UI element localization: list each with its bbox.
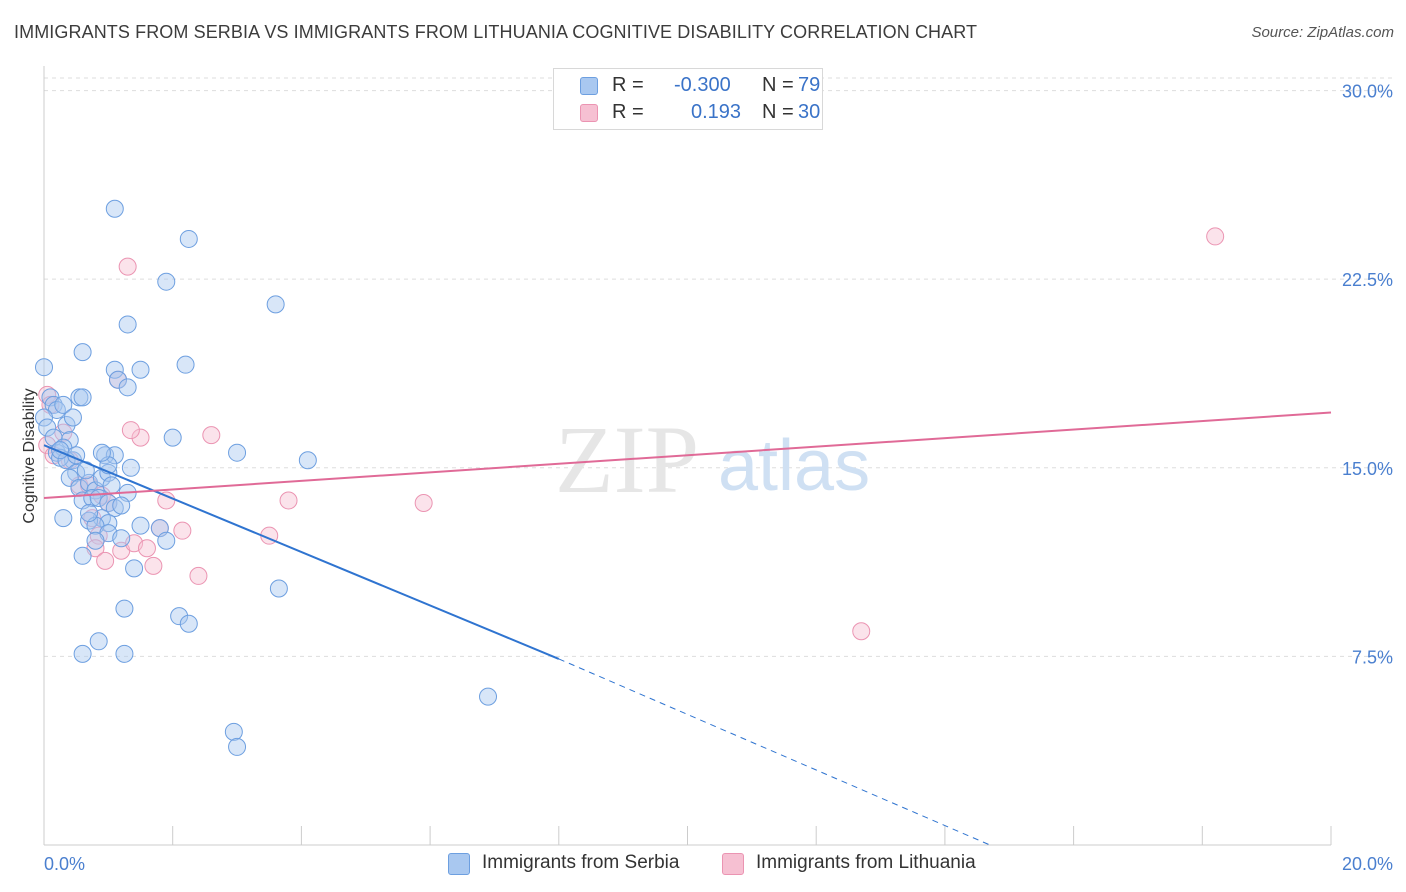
serbia-swatch <box>580 77 598 95</box>
lithuania-n-value: 30 <box>798 101 821 123</box>
chart-title: IMMIGRANTS FROM SERBIA VS IMMIGRANTS FRO… <box>14 22 978 42</box>
lithuania-r-label: R = <box>612 101 644 123</box>
y-tick-label: 30.0% <box>1342 82 1393 102</box>
serbia-point <box>105 199 124 218</box>
serbia-point <box>131 516 150 535</box>
serbia-point <box>35 408 53 427</box>
serbia-point <box>179 229 198 248</box>
source-credit: Source: ZipAtlas.com <box>1251 24 1394 41</box>
serbia-point <box>157 272 176 291</box>
bottom-serbia-label: Immigrants from Serbia <box>482 852 680 873</box>
y-tick-label: 7.5% <box>1352 647 1393 667</box>
serbia-point <box>73 343 92 362</box>
lithuania-trend-line <box>43 411 1332 499</box>
serbia-point <box>479 687 498 706</box>
serbia-point <box>89 632 108 651</box>
lithuania-point <box>96 551 115 570</box>
serbia-r-value: -0.300 <box>674 74 731 96</box>
serbia-point <box>179 614 198 633</box>
y-tick-label: 22.5% <box>1342 270 1393 290</box>
serbia-point <box>163 428 182 447</box>
lithuania-point <box>38 385 57 404</box>
serbia-n-label: N = <box>762 74 794 96</box>
x-tick-label: 0.0% <box>44 854 85 874</box>
series-serbia-points <box>35 199 498 756</box>
serbia-point <box>115 599 134 618</box>
lithuania-point <box>131 428 150 447</box>
lithuania-point <box>118 257 137 276</box>
y-axis-label: Cognitive Disability <box>21 388 38 523</box>
serbia-point <box>60 431 79 450</box>
serbia-point <box>73 546 92 565</box>
serbia-point <box>266 295 285 314</box>
lithuania-swatch <box>580 104 598 122</box>
lithuania-point <box>189 566 208 585</box>
serbia-trend-line <box>43 444 560 660</box>
serbia-point <box>118 315 137 334</box>
bottom-lithuania-swatch <box>722 853 744 875</box>
serbia-point <box>112 496 131 515</box>
correlation-legend: R = -0.300 N = 79 R = 0.193 N = 30 <box>553 68 823 130</box>
lithuania-point <box>279 491 298 510</box>
watermark: ZIP atlas <box>555 406 870 513</box>
y-tick-label: 15.0% <box>1342 459 1393 479</box>
serbia-point <box>73 644 92 663</box>
serbia-trend-extension <box>558 658 991 846</box>
lithuania-point <box>852 622 871 641</box>
watermark-atlas: atlas <box>718 426 870 506</box>
serbia-n-value: 79 <box>798 74 821 96</box>
serbia-point <box>125 559 144 578</box>
serbia-point <box>112 529 131 548</box>
serbia-point <box>92 443 111 462</box>
serbia-point <box>228 737 247 756</box>
lithuania-point <box>144 556 163 575</box>
serbia-point <box>105 360 124 379</box>
serbia-point <box>115 644 134 663</box>
serbia-point <box>35 358 53 377</box>
serbia-point <box>109 370 128 389</box>
serbia-point <box>298 451 317 470</box>
serbia-point <box>228 443 247 462</box>
serbia-point <box>121 458 140 477</box>
tick-labels: 7.5% 15.0% 22.5% 30.0% 0.0% 20.0% <box>44 82 1393 874</box>
bottom-lithuania-label: Immigrants from Lithuania <box>756 852 976 873</box>
serbia-point <box>118 378 137 397</box>
lithuania-point <box>121 421 140 440</box>
serbia-point <box>102 476 121 495</box>
x-tick-label: 20.0% <box>1342 854 1393 874</box>
serbia-point <box>80 504 99 523</box>
lithuania-n-label: N = <box>762 101 794 123</box>
serbia-point <box>224 722 243 741</box>
serbia-r-label: R = <box>612 74 644 96</box>
serbia-point <box>54 509 73 528</box>
serbia-point <box>170 607 189 626</box>
lithuania-point <box>137 539 156 558</box>
serbia-point <box>73 388 92 407</box>
lithuania-point <box>202 426 221 445</box>
serbia-point <box>44 395 63 414</box>
serbia-point <box>157 531 176 550</box>
trend-lines <box>43 411 1332 846</box>
serbia-point <box>54 395 73 414</box>
lithuania-r-value: 0.193 <box>691 101 742 123</box>
bottom-serbia-swatch <box>448 853 470 875</box>
serbia-point <box>176 355 195 374</box>
serbia-point <box>60 468 79 487</box>
axes <box>43 66 1332 846</box>
grid-lines <box>44 77 1392 657</box>
serbia-point <box>57 416 76 435</box>
serbia-point <box>96 446 115 465</box>
lithuania-point <box>414 493 433 512</box>
serbia-point <box>38 418 57 437</box>
lithuania-point <box>1206 227 1225 246</box>
serbia-point <box>269 579 288 598</box>
lithuania-point <box>173 521 192 540</box>
serbia-point <box>131 360 150 379</box>
serbia-point <box>63 408 82 427</box>
serbia-point <box>86 531 105 550</box>
